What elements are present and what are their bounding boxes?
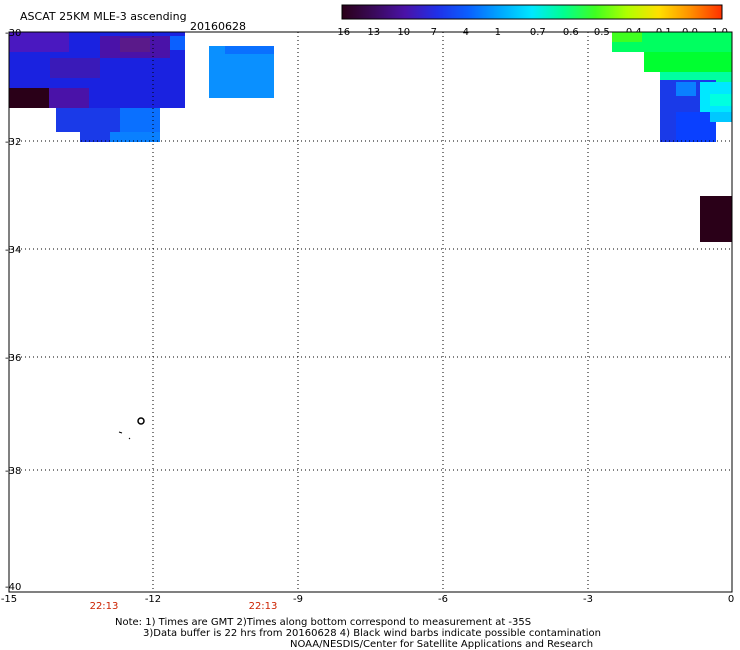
time-label: 22:13: [249, 601, 278, 612]
map-title: ASCAT 25KM MLE-3 ascending: [20, 10, 187, 23]
lat-label: -34: [5, 245, 21, 256]
time-labels: 22:13 22:13: [90, 601, 278, 612]
time-label: 22:13: [90, 601, 119, 612]
note-line-3: NOAA/NESDIS/Center for Satellite Applica…: [290, 639, 593, 650]
swath-dark-cell: [700, 196, 732, 242]
lat-label: -38: [5, 466, 21, 477]
colorbar-swatches: [342, 5, 722, 19]
lat-label: -30: [5, 28, 21, 39]
swath-upper-right: [612, 32, 732, 142]
colorbar-frame: [341, 4, 723, 20]
colorbar-gradient: [342, 5, 722, 19]
lon-label: 0: [728, 594, 734, 605]
swath-small-patch: [209, 46, 274, 98]
island-coastline: [118, 417, 145, 440]
longitude-labels: -15 -12 -9 -6 -3 0: [1, 594, 734, 605]
note-line-1: Note: 1) Times are GMT 2)Times along bot…: [115, 617, 531, 628]
lon-label: -6: [438, 594, 448, 605]
lon-label: -3: [583, 594, 593, 605]
lat-label: -40: [5, 582, 21, 593]
swath-upper-left: [9, 32, 185, 142]
map-date: 20160628: [190, 20, 246, 33]
footnotes: Note: 1) Times are GMT 2)Times along bot…: [115, 617, 601, 650]
lat-label: -36: [5, 353, 21, 364]
note-line-2: 3)Data buffer is 22 hrs from 20160628 4)…: [143, 628, 601, 639]
map-frame: [8, 31, 733, 593]
wind-data-swaths: [9, 32, 732, 242]
lon-label: -15: [1, 594, 17, 605]
lat-lon-grid: [9, 32, 732, 592]
lon-label: -9: [293, 594, 303, 605]
latitude-labels: -30 -32 -34 -36 -38 -40: [5, 28, 21, 593]
lon-label: -12: [145, 594, 161, 605]
lat-label: -32: [5, 137, 21, 148]
